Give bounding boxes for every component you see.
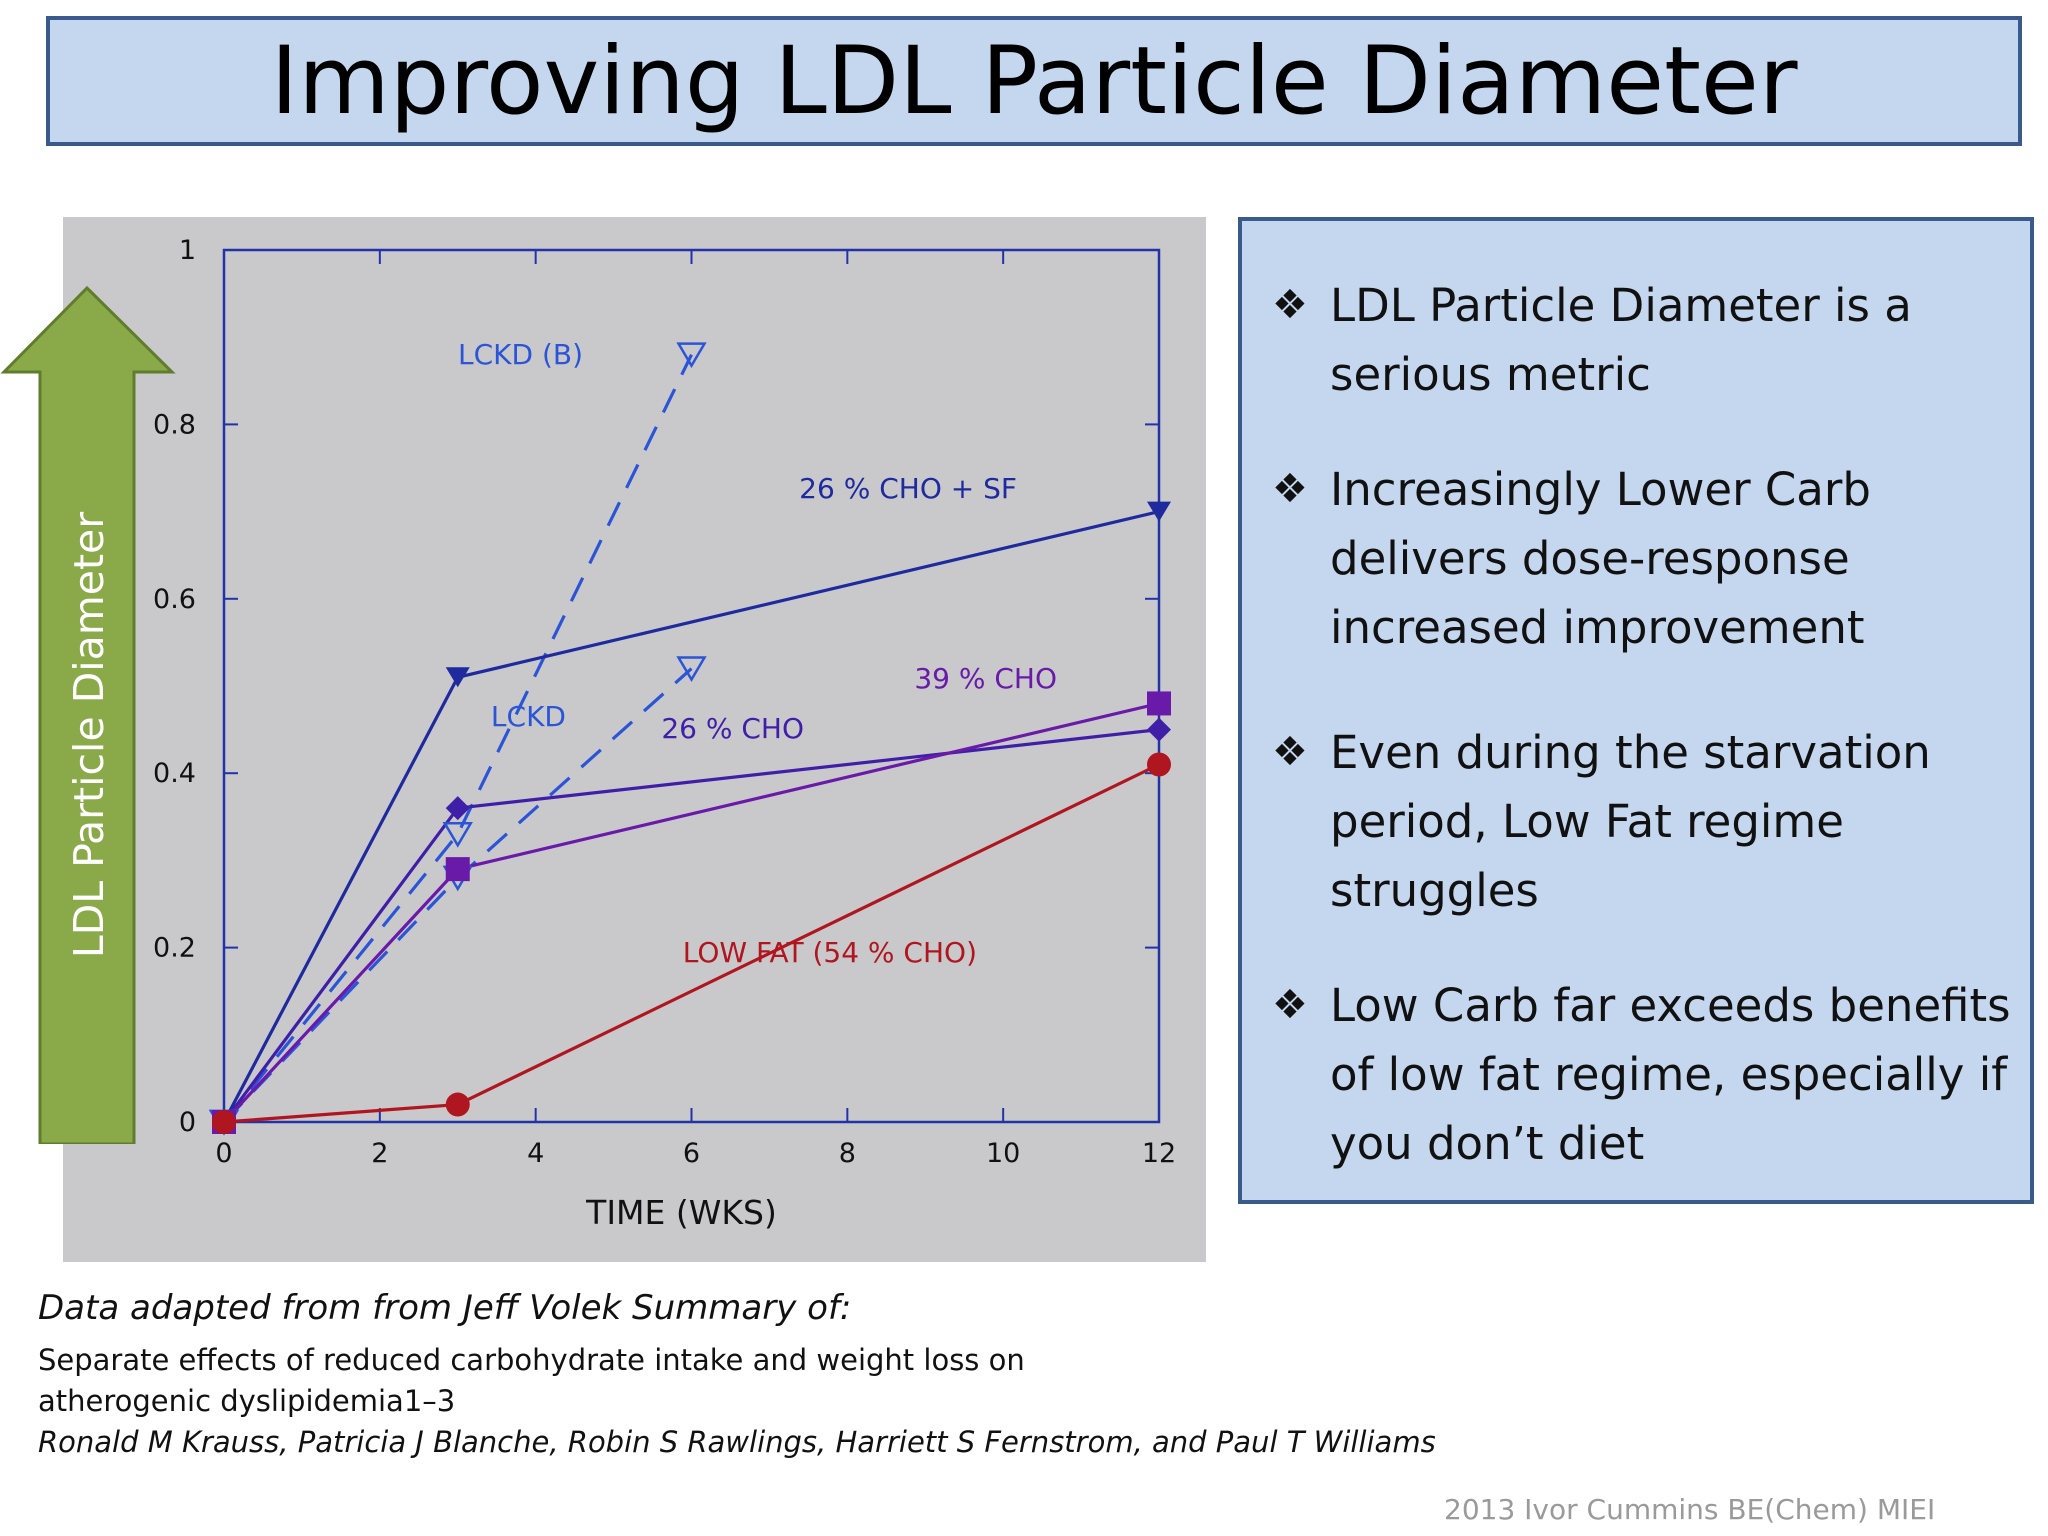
bullet-item: ❖ Increasingly Lower Carb delivers dose-… [1272,455,2012,662]
source-authors: Ronald M Krauss, Patricia J Blanche, Rob… [38,1425,1436,1459]
y-tick-label: 0.6 [153,584,196,615]
x-tick-label: 12 [1142,1138,1176,1169]
data-point [442,821,473,848]
x-tick-label: 2 [371,1138,388,1169]
data-point [1147,752,1171,777]
bullet-list: ❖ LDL Particle Diameter is a serious met… [1272,271,2012,1224]
data-point [1147,501,1171,522]
arrow-label: LDL Particle Diameter [65,511,113,959]
bullet-text: Low Carb far exceeds benefits of low fat… [1330,979,2011,1170]
x-axis-label: TIME (WKS) [585,1193,777,1232]
bullet-text: Even during the starvation period, Low F… [1330,726,1931,917]
bullet-item: ❖ LDL Particle Diameter is a serious met… [1272,271,2012,409]
series-label: LOW FAT (54 % CHO) [683,936,977,969]
four-diamond-bullet-icon: ❖ [1272,466,1308,512]
data-point [676,342,707,369]
copyright-text: 2013 Ivor Cummins BE(Chem) MIEI [1444,1493,1936,1526]
x-tick-label: 4 [527,1138,544,1169]
title-banner: Improving LDL Particle Diameter [46,16,2022,146]
series-label: 26 % CHO [661,712,804,745]
four-diamond-bullet-icon: ❖ [1272,282,1308,328]
bullet-item: ❖ Even during the starvation period, Low… [1272,718,2012,925]
ldl-chart: 0 2 4 6 8 10 12 0 0.2 0.4 0.6 0.8 1 TIME (WKS) LCKD (B… [63,217,1206,1262]
series-label: LCKD [491,700,566,733]
data-point [1147,717,1171,742]
four-diamond-bullet-icon: ❖ [1272,729,1308,775]
data-point [445,667,470,688]
page-title: Improving LDL Particle Diameter [270,26,1798,136]
x-tick-label: 10 [986,1138,1020,1169]
data-point [212,1110,236,1134]
bullet-item: ❖ Low Carb far exceeds benefits of low f… [1272,971,2012,1178]
series-label: 39 % CHO [914,662,1057,695]
y-tick-label: 0.4 [153,758,196,789]
data-point [1147,691,1171,716]
x-tick-label: 8 [839,1138,856,1169]
bullet-text: Increasingly Lower Carb delivers dose-re… [1330,463,1871,654]
bullet-panel: ❖ LDL Particle Diameter is a serious met… [1238,217,2034,1204]
series-label: 26 % CHO + SF [799,472,1017,505]
series-label: LCKD (B) [458,338,583,371]
source-intro: Data adapted from from Jeff Volek Summar… [38,1288,852,1328]
up-arrow-icon [0,285,176,1144]
four-diamond-bullet-icon: ❖ [1272,982,1308,1028]
y-tick-label: 0 [179,1107,196,1138]
x-tick-label: 0 [215,1138,232,1169]
y-tick-label: 1 [179,235,196,266]
y-tick-label: 0.2 [153,933,196,964]
bullet-text: LDL Particle Diameter is a serious metri… [1330,279,1912,401]
data-point [676,656,707,683]
data-point [445,796,470,821]
data-point [445,857,470,882]
x-tick-label: 6 [683,1138,700,1169]
source-title: Separate effects of reduced carbohydrate… [38,1343,1025,1418]
y-tick-label: 0.8 [153,409,196,440]
data-point [445,1092,470,1117]
series-line [222,353,693,1124]
